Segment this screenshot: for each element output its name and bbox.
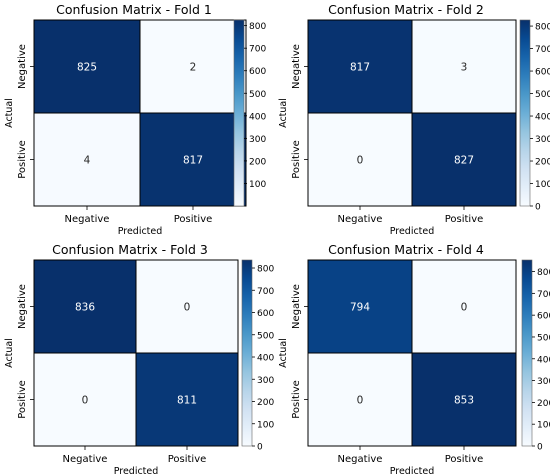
colorbar-tick-label: 200 bbox=[537, 399, 550, 409]
colorbar-tick-label: 400 bbox=[257, 354, 274, 364]
heatmap-cell bbox=[139, 19, 247, 114]
y-tick-label: Negative bbox=[291, 44, 302, 89]
x-tick-label: Positive bbox=[168, 454, 207, 465]
colorbar-tick-label: 600 bbox=[535, 68, 550, 78]
colorbar-tick-label: 800 bbox=[257, 265, 274, 275]
x-tick-label: Negative bbox=[338, 214, 383, 225]
cell-value-label: 4 bbox=[84, 155, 91, 167]
colorbar-tick-label: 700 bbox=[257, 287, 274, 297]
colorbar-tick-label: 800 bbox=[535, 23, 550, 33]
heatmap-cell bbox=[411, 352, 517, 447]
x-axis-label: Predicted bbox=[390, 466, 435, 476]
confusion-matrix-fold-1: Confusion Matrix - Fold 1 825 2 4 817 Negativ… bbox=[4, 2, 266, 237]
colorbar-tick-label: 500 bbox=[537, 333, 550, 343]
colorbar-tick-label: 500 bbox=[249, 90, 266, 100]
cell-value-label: 3 bbox=[461, 62, 468, 74]
colorbar bbox=[519, 19, 531, 207]
cell-value-label: 811 bbox=[177, 395, 197, 407]
colorbar-tick-label: 100 bbox=[537, 421, 550, 431]
colorbar-tick-label: 300 bbox=[537, 377, 550, 387]
colorbar-tick-label: 300 bbox=[249, 135, 266, 145]
x-tick-label: Negative bbox=[65, 214, 110, 225]
colorbar-tick-label: 500 bbox=[257, 331, 274, 341]
colorbar-tick-label: 600 bbox=[249, 67, 266, 77]
cell-value-label: 2 bbox=[190, 62, 197, 74]
colorbar-tick-label: 700 bbox=[537, 290, 550, 300]
chart-title: Confusion Matrix - Fold 4 bbox=[328, 242, 484, 257]
colorbar bbox=[521, 259, 533, 447]
y-tick-label: Negative bbox=[291, 284, 302, 329]
x-tick-label: Positive bbox=[445, 454, 484, 465]
cell-value-label: 827 bbox=[454, 155, 474, 167]
heatmap-cell bbox=[411, 112, 517, 207]
cell-value-label: 0 bbox=[82, 395, 89, 407]
chart-title: Confusion Matrix - Fold 1 bbox=[56, 2, 212, 17]
y-tick-label: Positive bbox=[291, 140, 302, 179]
chart-title: Confusion Matrix - Fold 3 bbox=[52, 242, 208, 257]
cell-value-label: 825 bbox=[77, 62, 97, 74]
y-tick-label: Negative bbox=[17, 284, 28, 329]
colorbar-tick-label: 600 bbox=[537, 312, 550, 322]
heatmap-cell bbox=[411, 259, 517, 354]
heatmap-cell bbox=[33, 19, 141, 114]
colorbar-tick-label: 600 bbox=[257, 309, 274, 319]
colorbar-tick-label: 300 bbox=[535, 135, 550, 145]
confusion-matrix-fold-4: Confusion Matrix - Fold 4 794 0 0 853 Negativ… bbox=[278, 242, 550, 476]
cell-value-label: 817 bbox=[350, 62, 370, 74]
y-axis-label: Actual bbox=[278, 98, 289, 128]
colorbar-tick-label: 400 bbox=[535, 113, 550, 123]
cell-value-label: 0 bbox=[461, 302, 468, 314]
x-axis-label: Predicted bbox=[118, 226, 163, 237]
colorbar-tick-label: 400 bbox=[249, 112, 266, 122]
colorbar-tick-label: 400 bbox=[537, 355, 550, 365]
colorbar-tick-label: 0 bbox=[535, 203, 541, 213]
cell-value-label: 0 bbox=[184, 302, 191, 314]
x-tick-label: Positive bbox=[174, 214, 213, 225]
colorbar-tick-label: 800 bbox=[537, 268, 550, 278]
colorbar-tick-label: 0 bbox=[257, 443, 263, 453]
colorbar bbox=[241, 259, 253, 447]
x-tick-label: Negative bbox=[338, 454, 383, 465]
colorbar-tick-label: 800 bbox=[249, 22, 266, 32]
heatmap-cell bbox=[33, 112, 141, 207]
y-axis-label: Actual bbox=[4, 338, 15, 368]
confusion-matrix-fold-3: Confusion Matrix - Fold 3 836 0 0 811 Negativ… bbox=[4, 242, 274, 476]
colorbar-tick-label: 100 bbox=[249, 180, 266, 190]
colorbar-tick-label: 200 bbox=[249, 157, 266, 167]
chart-title: Confusion Matrix - Fold 2 bbox=[328, 2, 484, 17]
heatmap-cell bbox=[307, 259, 413, 354]
colorbar bbox=[233, 19, 245, 207]
colorbar-tick-label: 0 bbox=[537, 443, 543, 453]
colorbar-tick-label: 500 bbox=[535, 90, 550, 100]
x-axis-label: Predicted bbox=[114, 466, 159, 476]
cell-value-label: 817 bbox=[183, 155, 203, 167]
colorbar-tick-label: 700 bbox=[535, 45, 550, 55]
confusion-matrix-fold-2: Confusion Matrix - Fold 2 817 3 0 827 Negativ… bbox=[278, 2, 550, 237]
heatmap-cell bbox=[33, 352, 137, 447]
colorbar-tick-label: 300 bbox=[257, 376, 274, 386]
x-tick-label: Negative bbox=[63, 454, 108, 465]
cell-value-label: 853 bbox=[454, 395, 474, 407]
colorbar-tick-label: 700 bbox=[249, 45, 266, 55]
colorbar-tick-label: 100 bbox=[257, 420, 274, 430]
cell-value-label: 0 bbox=[357, 155, 364, 167]
y-axis-label: Actual bbox=[278, 338, 289, 368]
y-axis-label: Actual bbox=[4, 98, 15, 128]
colorbar-tick-label: 200 bbox=[257, 398, 274, 408]
x-axis-label: Predicted bbox=[390, 226, 435, 237]
y-tick-label: Positive bbox=[17, 380, 28, 419]
x-tick-label: Positive bbox=[445, 214, 484, 225]
heatmap-cell bbox=[139, 112, 247, 207]
y-tick-label: Negative bbox=[17, 44, 28, 89]
heatmap-cell bbox=[33, 259, 137, 354]
y-tick-label: Positive bbox=[17, 140, 28, 179]
colorbar-tick-label: 200 bbox=[535, 158, 550, 168]
colorbar-tick-label: 100 bbox=[535, 180, 550, 190]
y-tick-label: Positive bbox=[291, 380, 302, 419]
cell-value-label: 794 bbox=[350, 302, 370, 314]
cell-value-label: 0 bbox=[357, 395, 364, 407]
cell-value-label: 836 bbox=[75, 302, 95, 314]
heatmap-cell bbox=[307, 112, 413, 207]
